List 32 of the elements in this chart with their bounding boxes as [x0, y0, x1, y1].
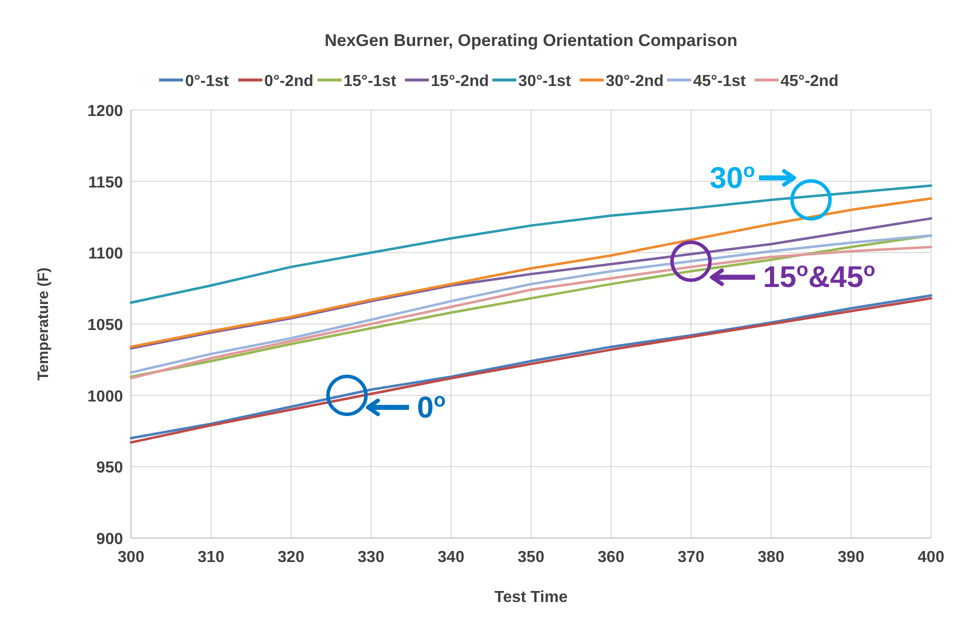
- legend-label: 0°-2nd: [264, 73, 314, 90]
- legend-label: 15°-2nd: [430, 73, 489, 90]
- x-tick-label: 360: [598, 549, 624, 566]
- annotation: 30$^{o}$: [710, 160, 756, 195]
- x-tick-label: 390: [838, 549, 864, 566]
- x-axis-title: Test Time: [494, 589, 568, 606]
- y-tick-label: 1050: [87, 317, 124, 334]
- annotation: 15$^{o}$&45$^{o}$: [763, 259, 876, 294]
- legend-label: 0°-1st: [185, 73, 230, 90]
- y-tick-label: 900: [96, 531, 124, 548]
- legend-label: 15°-1st: [344, 73, 397, 90]
- y-tick-label: 1150: [88, 174, 124, 192]
- x-tick-label: 350: [518, 549, 544, 566]
- chart-title: NexGen Burner, Operating Orientation Comparison: [324, 31, 738, 50]
- legend-label: 30°-1st: [518, 73, 572, 90]
- x-tick-label: 380: [758, 549, 784, 566]
- x-tick-label: 320: [278, 549, 304, 566]
- x-tick-label: 300: [118, 549, 144, 566]
- y-tick-label: 1100: [88, 246, 124, 263]
- annotation: 0$^{o}$: [417, 389, 446, 424]
- x-tick-label: 330: [358, 549, 384, 566]
- legend-label: 45°-1st: [693, 73, 746, 90]
- x-tick-label: 400: [918, 549, 944, 566]
- x-tick-label: 370: [678, 549, 704, 566]
- legend-label: 45°-2nd: [780, 73, 838, 90]
- y-axis-title: Temperature (F): [35, 267, 52, 381]
- y-tick-label: 1000: [87, 388, 124, 406]
- y-tick-label: 1200: [87, 103, 124, 120]
- x-tick-label: 340: [438, 549, 464, 566]
- legend-label: 30°-2nd: [606, 73, 664, 90]
- y-tick-label: 950: [96, 460, 124, 477]
- x-tick-label: 310: [198, 549, 224, 566]
